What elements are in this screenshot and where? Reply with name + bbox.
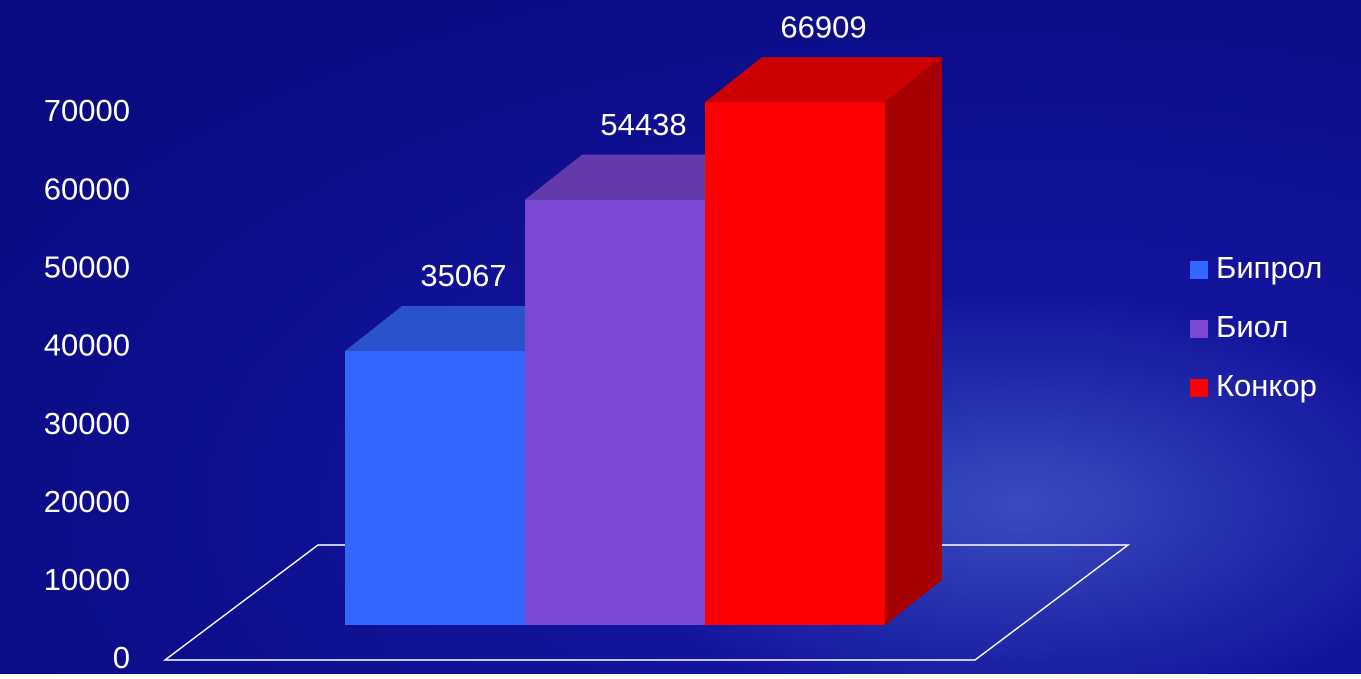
legend-label: Бипрол bbox=[1216, 250, 1322, 285]
legend-label: Биол bbox=[1216, 309, 1288, 344]
value-label: 35067 bbox=[420, 258, 506, 293]
bar bbox=[705, 102, 885, 626]
bar-top bbox=[525, 154, 762, 200]
y-tick-label: 20000 bbox=[44, 484, 130, 519]
y-tick-label: 40000 bbox=[44, 328, 130, 363]
floor bbox=[162, 544, 1131, 661]
y-tick-label: 10000 bbox=[44, 562, 130, 597]
bar bbox=[345, 350, 525, 625]
y-tick-label: 60000 bbox=[44, 171, 130, 206]
legend-label: Конкор bbox=[1216, 368, 1317, 403]
y-tick-label: 50000 bbox=[44, 249, 130, 284]
legend-swatch bbox=[1190, 379, 1208, 397]
legend-swatch bbox=[1190, 320, 1208, 338]
bar-side bbox=[885, 57, 942, 626]
value-label: 66909 bbox=[780, 9, 866, 44]
y-tick-label: 30000 bbox=[44, 406, 130, 441]
legend-swatch bbox=[1190, 261, 1208, 279]
bar-top bbox=[705, 57, 942, 103]
bar-top bbox=[345, 305, 582, 351]
y-tick-label: 0 bbox=[113, 640, 130, 674]
value-label: 54438 bbox=[600, 107, 686, 142]
y-tick-label: 70000 bbox=[44, 93, 130, 128]
bar bbox=[525, 199, 705, 626]
